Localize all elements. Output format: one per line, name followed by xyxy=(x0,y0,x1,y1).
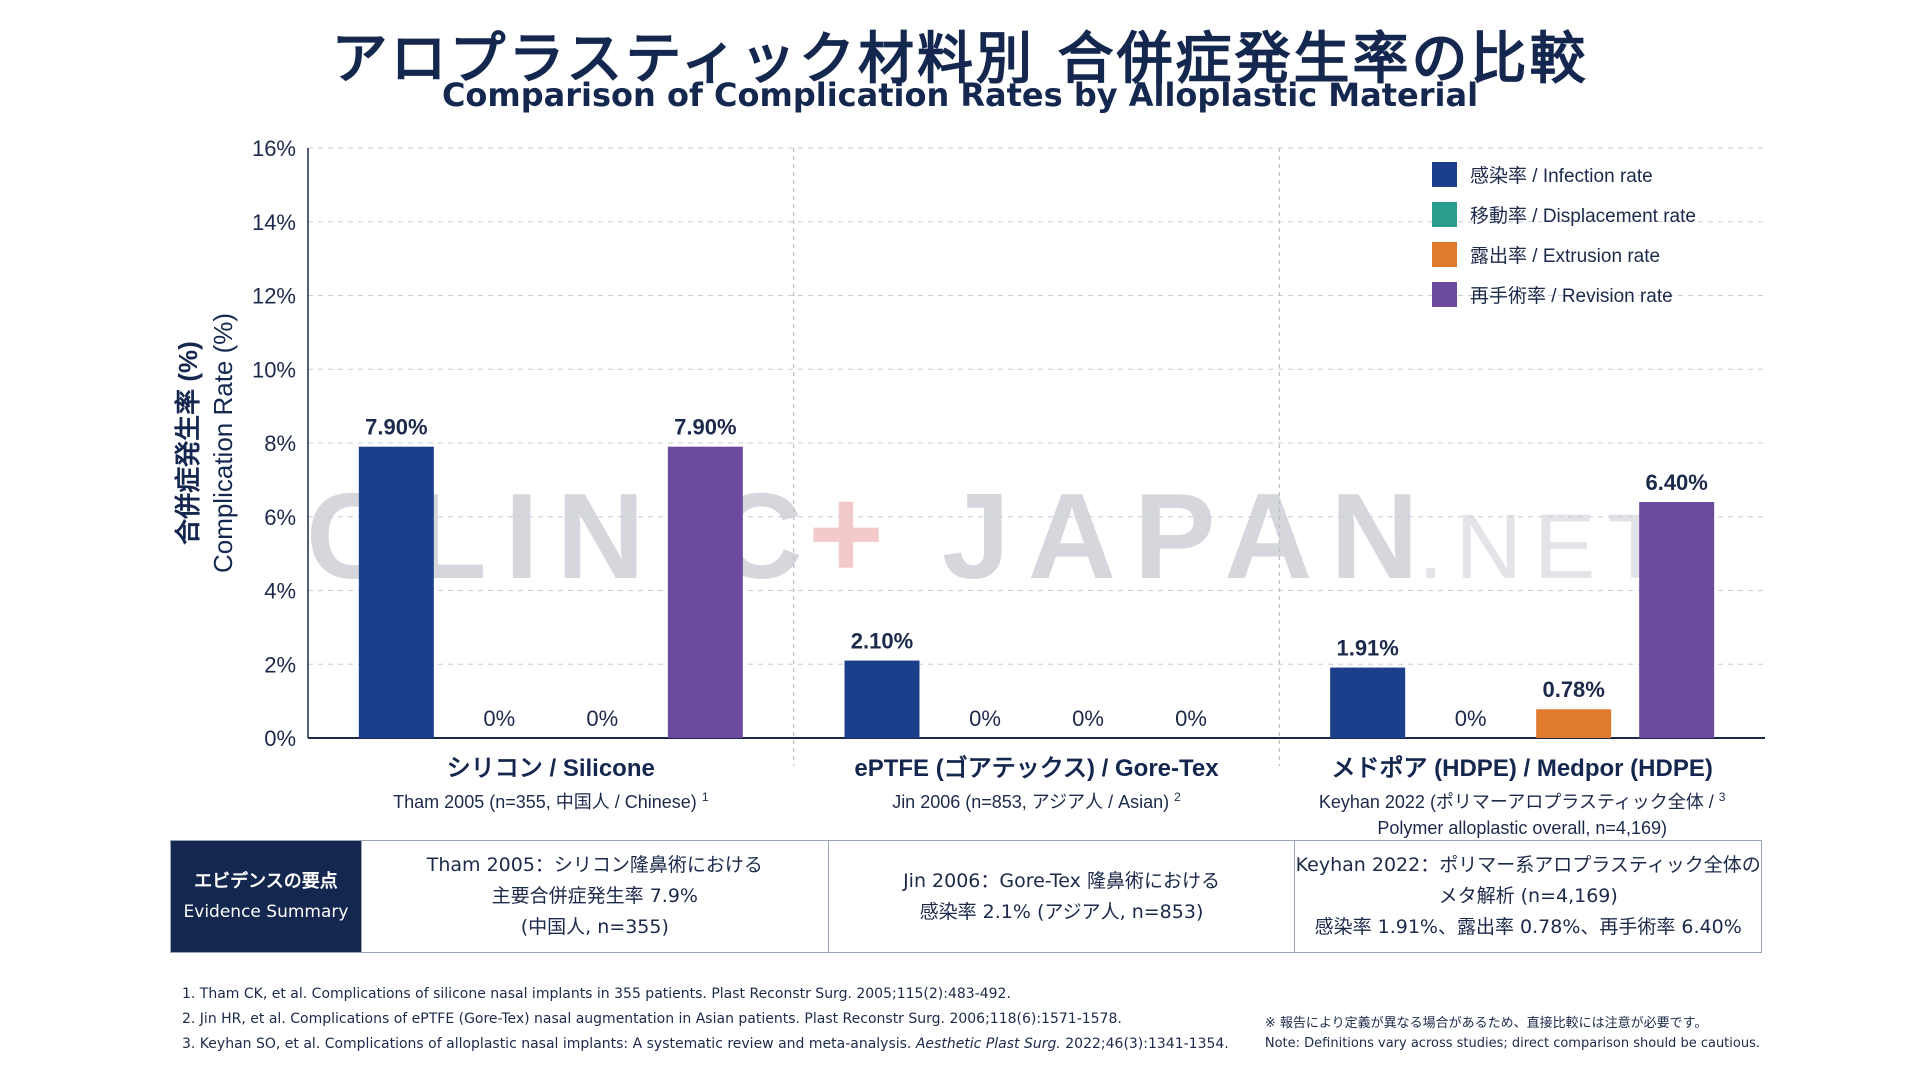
summary-line: 主要合併症発生率 7.9% xyxy=(491,885,698,907)
data-label: 7.90% xyxy=(365,415,427,440)
y-tick-label: 14% xyxy=(252,210,296,235)
x-axis: シリコン / Silicone Tham 2005 (n=355, 中国人 / C… xyxy=(393,754,1726,838)
data-label: 0% xyxy=(483,706,515,731)
watermark-plus: + xyxy=(808,460,884,606)
reference-1: 1. Tham CK, et al. Complications of sili… xyxy=(182,986,1011,1002)
y-tick-label: 0% xyxy=(264,726,296,751)
evidence-summary-label: エビデンスの要点 Evidence Summary xyxy=(171,841,361,952)
bar-chart: CLINIC+ JAPAN.NET 0%2%4%6%8%10%12%14%16%合… xyxy=(173,136,1765,838)
data-label: 0% xyxy=(969,706,1001,731)
x-category-label: ePTFE (ゴアテックス) / Gore-Tex xyxy=(854,754,1219,782)
y-tick-label: 8% xyxy=(264,431,296,456)
y-tick-label: 10% xyxy=(252,357,296,382)
reference-3: 3. Keyhan SO, et al. Complications of al… xyxy=(182,1032,1229,1057)
summary-line: Tham 2005：シリコン隆鼻術における xyxy=(426,854,763,876)
data-label: 0% xyxy=(1072,706,1104,731)
references: 1. Tham CK, et al. Complications of sili… xyxy=(182,982,1229,1057)
data-label: 0% xyxy=(1455,706,1487,731)
y-tick-label: 2% xyxy=(264,652,296,677)
data-label: 6.40% xyxy=(1645,470,1707,495)
y-tick-label: 12% xyxy=(252,284,296,309)
legend-swatch xyxy=(1432,242,1457,267)
x-category-source: Keyhan 2022 (ポリマーアロプラスティック全体 / 3 xyxy=(1319,790,1726,812)
x-category-label: メドポア (HDPE) / Medpor (HDPE) xyxy=(1331,754,1712,782)
evidence-summary-label-ja: エビデンスの要点 xyxy=(194,870,338,892)
evidence-summary-cell-goretex: Jin 2006：Gore-Tex 隆鼻術における 感染率 2.1% (アジア人… xyxy=(827,841,1295,952)
bar xyxy=(1330,667,1406,738)
bar xyxy=(358,446,434,738)
legend-label: 再手術率 / Revision rate xyxy=(1470,285,1673,307)
bar xyxy=(844,660,920,738)
footnote-en: Note: Definitions vary across studies; d… xyxy=(1264,1036,1760,1051)
summary-line: (中国人, n=355) xyxy=(520,916,669,938)
legend-swatch xyxy=(1432,282,1457,307)
x-category-source: Tham 2005 (n=355, 中国人 / Chinese) 1 xyxy=(393,790,709,812)
x-category-source: Jin 2006 (n=853, アジア人 / Asian) 2 xyxy=(892,790,1181,812)
evidence-summary-cell-silicone: Tham 2005：シリコン隆鼻術における 主要合併症発生率 7.9% (中国人… xyxy=(361,841,828,952)
legend-label: 感染率 / Infection rate xyxy=(1470,165,1653,187)
y-axis: 0% 2% 4% 6% 8% 10% 12% 14% 16% 合併症発生率 (%) Complica… xyxy=(173,136,1765,751)
evidence-summary-cell-medpor: Keyhan 2022：ポリマー系アロプラスティック全体の メタ解析 (n=4,… xyxy=(1294,841,1761,952)
data-label: 0.78% xyxy=(1542,677,1604,702)
reference-3-journal: Aesthetic Plast Surg. xyxy=(915,1036,1061,1052)
reference-2: 2. Jin HR, et al. Complications of ePTFE… xyxy=(182,1011,1122,1027)
data-label: 0% xyxy=(1175,706,1207,731)
y-tick-label: 16% xyxy=(252,136,296,161)
chart-bars: 7.90% 0% 0% 7.90% 2.10% 0% 0% 0% 1.91% 0% 0.78% 6.4… xyxy=(358,415,1715,738)
evidence-summary-label-en: Evidence Summary xyxy=(183,901,349,922)
legend-label: 露出率 / Extrusion rate xyxy=(1470,245,1660,267)
evidence-summary-table: エビデンスの要点 Evidence Summary Tham 2005：シリコン… xyxy=(170,840,1762,953)
footnote-ja: ※ 報告により定義が異なる場合があるため、直接比較には注意が必要です。 xyxy=(1264,1016,1708,1031)
chart-subtitle: Comparison of Complication Rates by Allo… xyxy=(441,76,1479,114)
y-tick-label: 4% xyxy=(264,579,296,604)
chart-title: アロプラスティック材料別 合併症発生率の比較 xyxy=(331,27,1589,92)
legend-label: 移動率 / Displacement rate xyxy=(1470,205,1696,227)
y-axis-label-en: Complication Rate (%) xyxy=(208,313,238,573)
data-label: 7.90% xyxy=(674,415,736,440)
footnote: ※ 報告により定義が異なる場合があるため、直接比較には注意が必要です。 Note… xyxy=(1265,1014,1760,1054)
summary-line: Jin 2006：Gore-Tex 隆鼻術における xyxy=(903,869,1220,892)
x-category-label: シリコン / Silicone xyxy=(447,755,655,782)
chart-grid xyxy=(308,147,1765,766)
bar xyxy=(1536,709,1612,738)
summary-line: 感染率 1.91%、露出率 0.78%、再手術率 6.40% xyxy=(1314,916,1742,938)
x-category-source-line2: Polymer alloplastic overall, n=4,169) xyxy=(1377,818,1667,838)
bar xyxy=(667,446,743,738)
watermark-suffix: .NET xyxy=(1418,496,1676,598)
data-label: 2.10% xyxy=(851,629,913,654)
summary-line: メタ解析 (n=4,169) xyxy=(1438,885,1618,907)
y-tick-label: 6% xyxy=(264,505,296,530)
reference-3-text: 3. Keyhan SO, et al. Complications of al… xyxy=(182,1036,916,1052)
chart-legend: 感染率 / Infection rate 移動率 / Displacement r… xyxy=(1432,162,1696,307)
reference-3-detail: 2022;46(3):1341-1354. xyxy=(1060,1036,1229,1052)
watermark-logo: CLINIC+ JAPAN.NET xyxy=(306,460,1676,606)
data-label: 1.91% xyxy=(1336,636,1398,661)
y-axis-label-ja: 合併症発生率 (%) xyxy=(173,341,203,545)
bar xyxy=(1639,502,1715,738)
watermark-text: JAPAN xyxy=(942,468,1436,604)
data-label: 0% xyxy=(586,706,618,731)
legend-swatch xyxy=(1432,162,1457,187)
legend-swatch xyxy=(1432,202,1457,227)
summary-line: 感染率 2.1% (アジア人, n=853) xyxy=(919,900,1204,923)
summary-line: Keyhan 2022：ポリマー系アロプラスティック全体の xyxy=(1295,854,1761,876)
